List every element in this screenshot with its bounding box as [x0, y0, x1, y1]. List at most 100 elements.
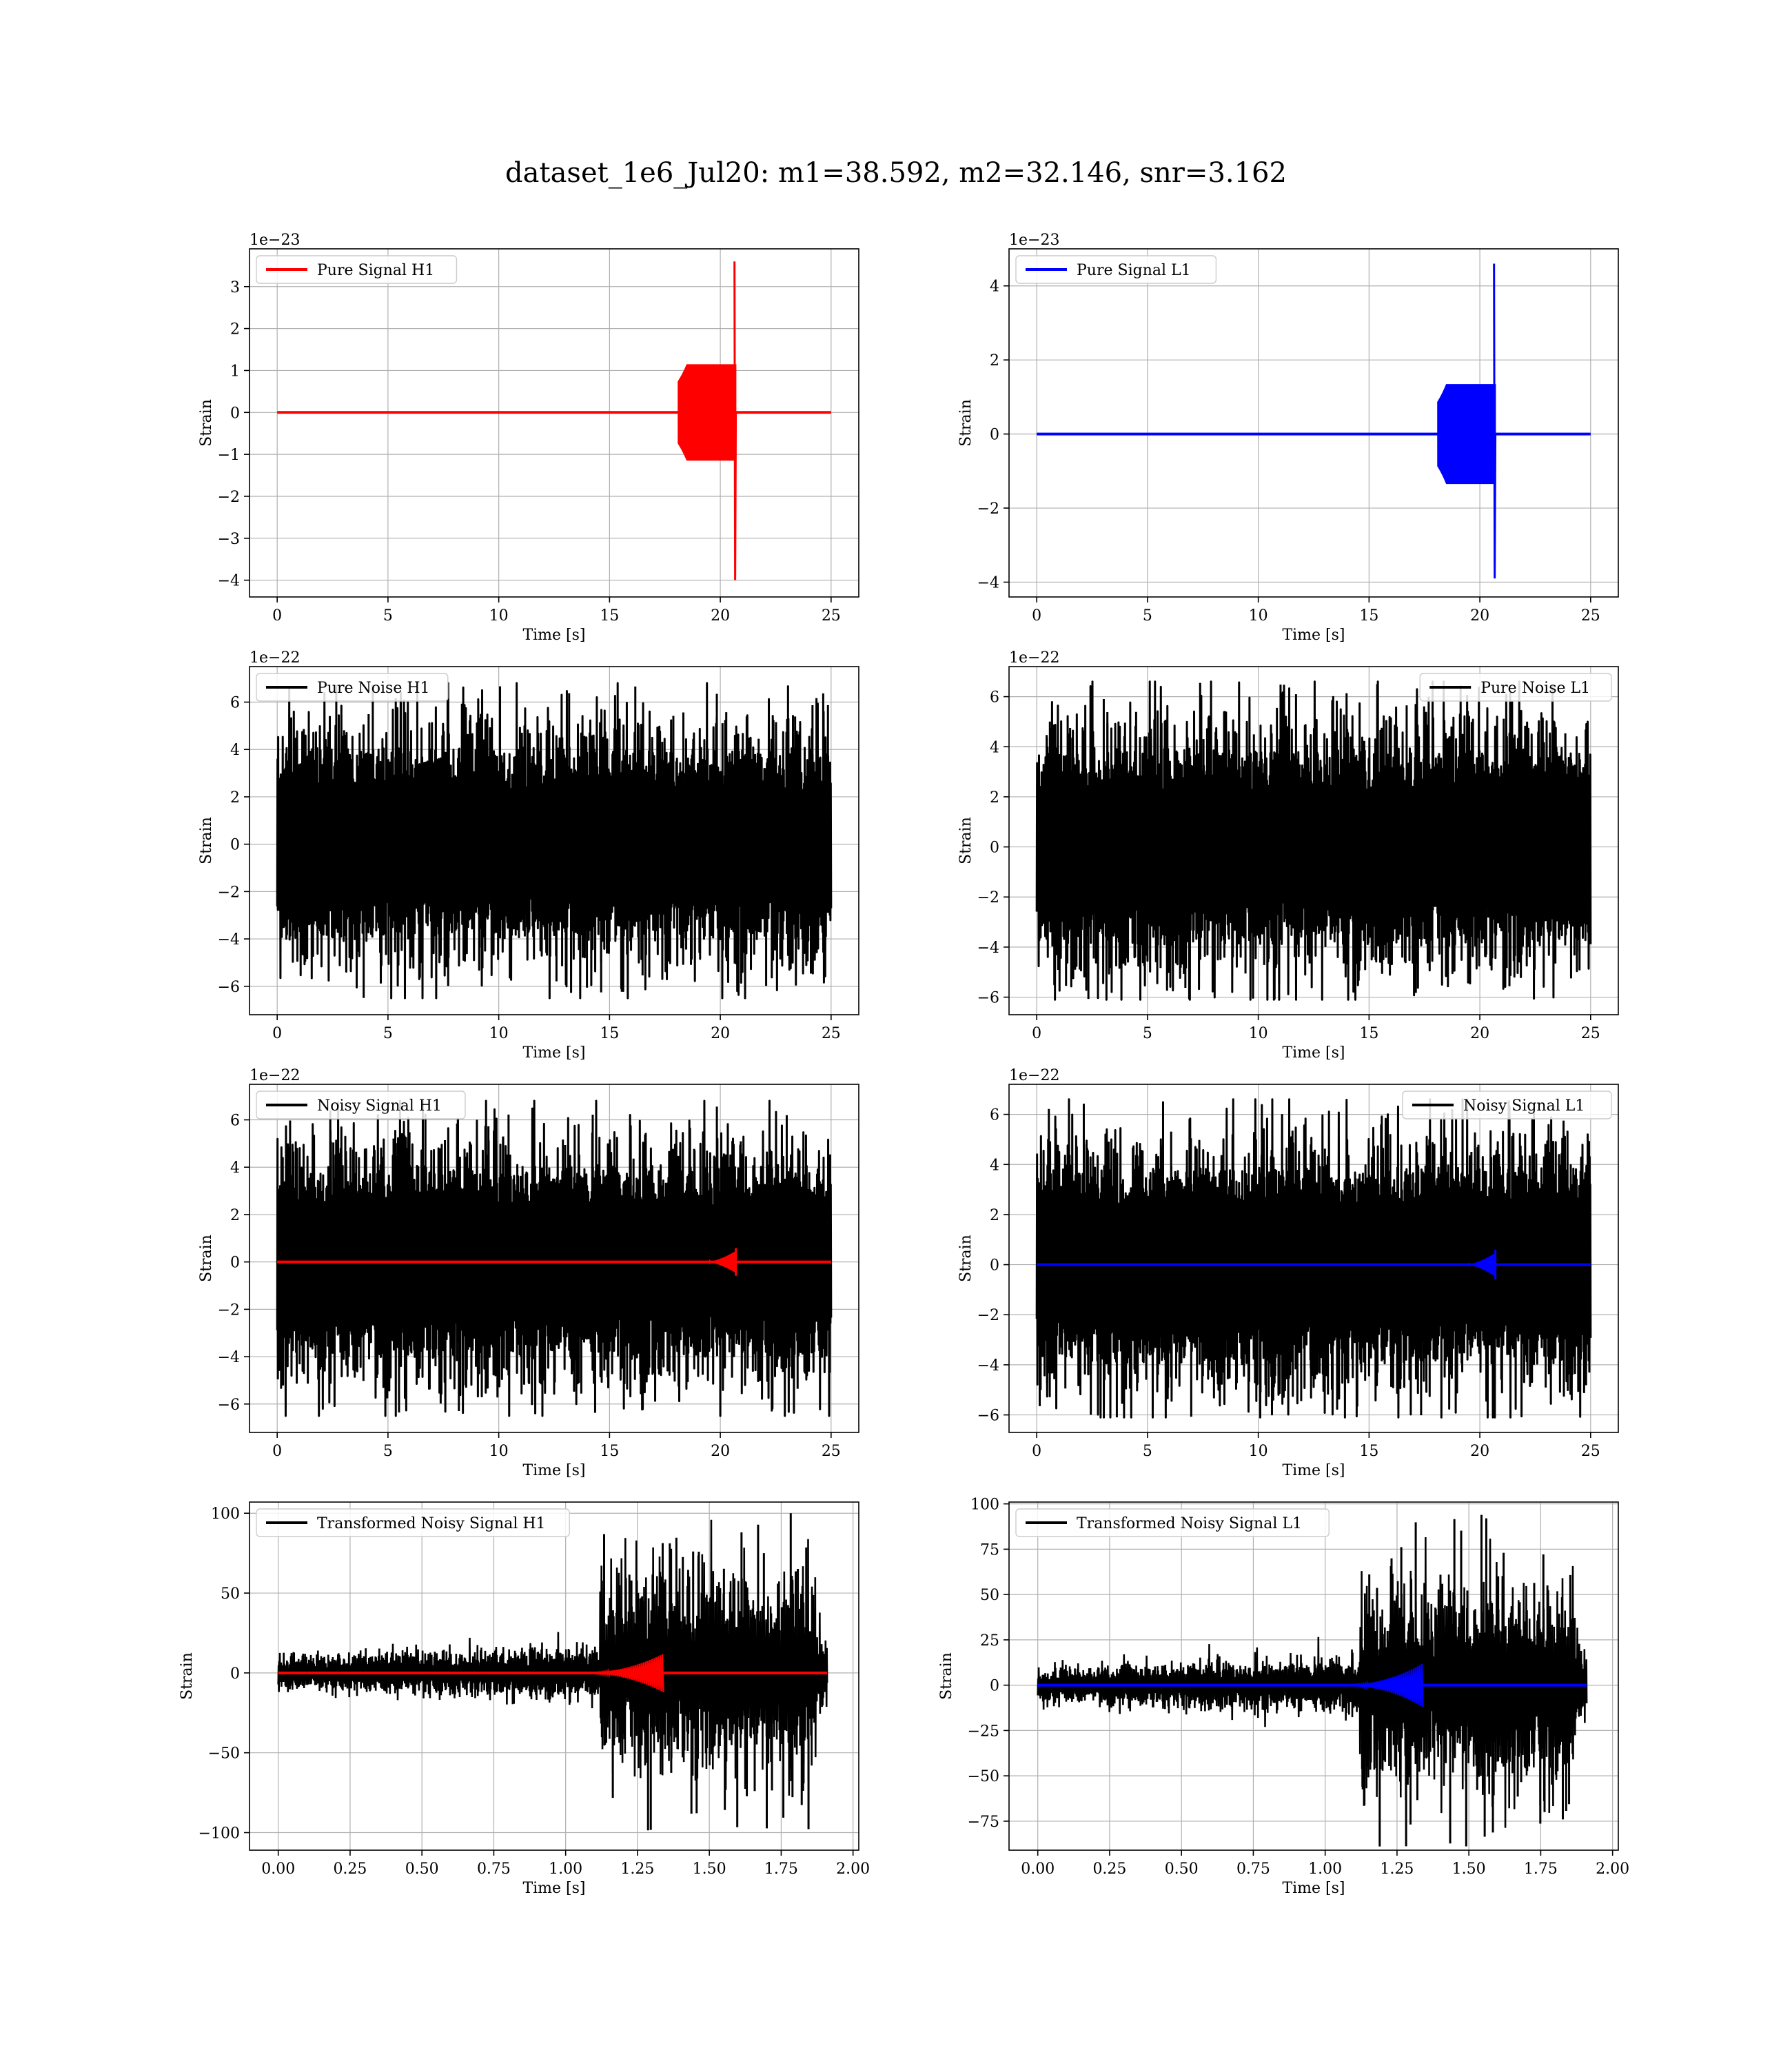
y-tick-label: −4: [218, 573, 240, 590]
y-tick-label: 0: [990, 840, 999, 857]
y-tick-label: −50: [208, 1745, 240, 1763]
x-tick-label: 1.50: [693, 1861, 726, 1878]
offset-label: 1e−22: [250, 1067, 300, 1084]
y-tick-label: 0: [990, 1257, 999, 1275]
y-tick-label: −2: [977, 1307, 999, 1324]
x-tick-label: 0.00: [1021, 1861, 1055, 1878]
signal-trace: [1437, 384, 1496, 485]
legend: Pure Noise L1: [1419, 673, 1612, 702]
noise-trace: [1035, 680, 1592, 1001]
x-tick-label: 5: [383, 607, 393, 625]
x-axis-label: Time [s]: [522, 1880, 585, 1897]
transformed-trace: [1037, 1537, 1588, 1828]
y-axis-label: Strain: [957, 1235, 975, 1282]
y-tick-label: −2: [218, 884, 240, 901]
x-tick-label: 1.50: [1452, 1861, 1486, 1878]
x-tick-label: 15: [600, 1443, 619, 1460]
signal-overlay-trace: [706, 1251, 737, 1273]
x-tick-label: 15: [600, 1025, 619, 1042]
x-tick-label: 5: [1143, 1025, 1152, 1042]
signal-trace: [678, 364, 737, 461]
x-tick-label: 0: [1032, 1025, 1041, 1042]
y-tick-label: −75: [968, 1814, 999, 1831]
x-tick-label: 20: [1470, 607, 1489, 625]
x-tick-label: 5: [383, 1025, 393, 1042]
y-tick-label: −3: [218, 531, 240, 548]
plot-area: [276, 1099, 833, 1417]
legend: Noisy Signal L1: [1402, 1091, 1612, 1119]
x-axis-label: Time [s]: [522, 1462, 585, 1479]
y-tick-label: −2: [218, 489, 240, 506]
chart-noisy-signal-l1: 0 5 10 15 20 25 −6 −4 −2 0 2 4 6 Time [s] Strain 1e−22 N…: [957, 1067, 1619, 1479]
axes-frame: [249, 1501, 859, 1851]
y-tick-label: 2: [990, 352, 999, 369]
chart-transformed-noisy-signal-h1: 0.00 0.25 0.50 0.75 1.00 1.25 1.50 1.75 2.00 −100…: [179, 1501, 870, 1897]
y-tick-label: 4: [990, 1157, 999, 1174]
y-tick-label: 1: [230, 363, 240, 380]
legend-box: [1015, 255, 1217, 284]
x-tick-label: 20: [711, 607, 730, 625]
x-tick-label: 0.00: [261, 1861, 295, 1878]
y-tick-label: 0: [990, 427, 999, 444]
chart-pure-noise-h1: 0 5 10 15 20 25 −6 −4 −2 0 2 4 6 Time [s] Strain 1e−22 P…: [198, 649, 859, 1062]
x-tick-label: 0: [1032, 1443, 1041, 1460]
signal-peak: [1493, 263, 1497, 579]
y-tick-label: 0: [230, 1255, 240, 1272]
y-tick-label: 2: [990, 789, 999, 807]
y-tick-label: −4: [977, 940, 999, 957]
x-tick-label: 5: [383, 1443, 393, 1460]
noise-trace: [276, 1099, 833, 1417]
y-tick-label: −100: [198, 1825, 240, 1843]
x-tick-label: 0.75: [477, 1861, 511, 1878]
y-tick-label: 0: [230, 837, 240, 854]
y-axis-label: Strain: [957, 399, 975, 447]
x-tick-label: 25: [822, 1025, 841, 1042]
axes-frame: [249, 666, 859, 1015]
y-tick-label: −4: [977, 1357, 999, 1375]
chart-pure-signal-h1: 0 5 10 15 20 25 −4 −3 −2 −1 0 1 2 3 Time [s] Strain 1e−2…: [198, 232, 859, 644]
y-tick-label: 4: [990, 278, 999, 296]
y-tick-label: 2: [230, 1207, 240, 1224]
y-tick-label: −4: [218, 1349, 240, 1366]
y-axis-label: Strain: [198, 817, 215, 864]
y-tick-label: 0: [230, 1665, 240, 1683]
y-tick-label: 4: [230, 742, 240, 759]
y-tick-label: −4: [977, 575, 999, 592]
offset-label: 1e−22: [1009, 649, 1059, 667]
y-tick-label: 0: [990, 1678, 999, 1695]
signal-overlay-trace: [1466, 1253, 1496, 1277]
signal-peak: [733, 261, 737, 580]
y-tick-label: 6: [990, 1107, 999, 1124]
y-tick-label: −6: [977, 990, 999, 1007]
x-tick-label: 25: [822, 607, 841, 625]
legend-box: [1419, 673, 1612, 702]
legend-box: [1402, 1091, 1612, 1119]
x-axis-label: Time [s]: [1282, 1462, 1345, 1479]
y-tick-label: 75: [980, 1541, 999, 1559]
x-tick-label: 20: [711, 1025, 730, 1042]
x-tick-label: 1.25: [1380, 1861, 1414, 1878]
x-tick-label: 1.00: [1308, 1861, 1342, 1878]
plot-area: [1037, 1514, 1588, 1847]
chart-transformed-noisy-signal-l1: 0.00 0.25 0.50 0.75 1.00 1.25 1.50 1.75 2.00 −75 −…: [938, 1497, 1629, 1897]
x-tick-label: 0.75: [1236, 1861, 1270, 1878]
legend: Transformed Noisy Signal H1: [256, 1508, 570, 1537]
x-axis-label: Time [s]: [1282, 627, 1345, 644]
y-tick-label: 4: [230, 1159, 240, 1177]
x-tick-label: 5: [1143, 607, 1152, 625]
legend-box: [256, 255, 458, 284]
plot-area: [1035, 1098, 1592, 1419]
plot-area: [1035, 680, 1592, 1001]
y-tick-label: −2: [977, 500, 999, 518]
y-tick-label: −6: [218, 1397, 240, 1414]
legend: Pure Noise H1: [256, 673, 449, 702]
legend-label: Transformed Noisy Signal L1: [1077, 1515, 1302, 1532]
offset-label: 1e−22: [250, 649, 300, 667]
y-tick-label: 6: [990, 689, 999, 707]
y-tick-label: 4: [990, 739, 999, 756]
x-tick-label: 15: [600, 607, 619, 625]
plot-area: [276, 682, 833, 1000]
x-tick-label: 10: [489, 607, 509, 625]
y-axis-label: Strain: [198, 399, 215, 447]
